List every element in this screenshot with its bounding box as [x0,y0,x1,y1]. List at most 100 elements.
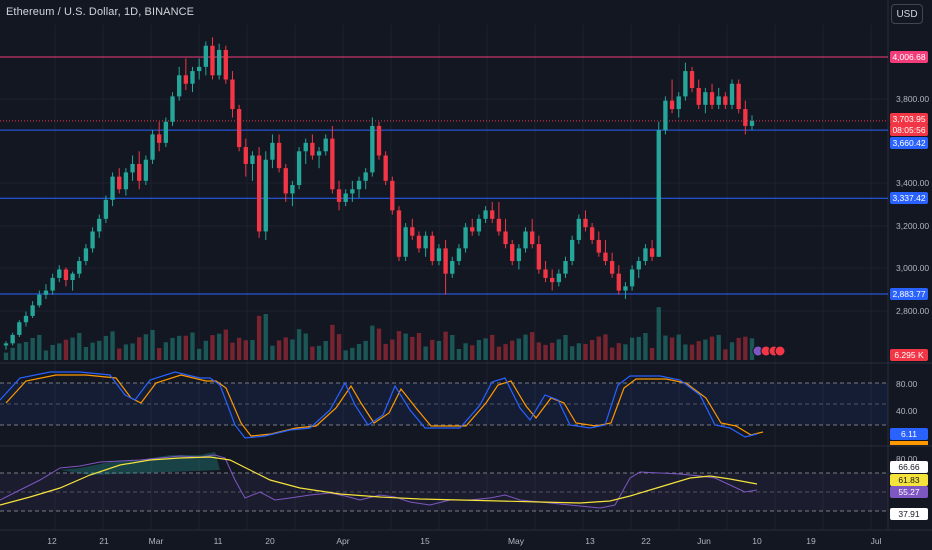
candle-body [183,75,189,84]
volume-bar [629,337,635,360]
time-axis-tick: Mar [149,536,164,546]
candle-body [383,155,388,181]
candle-body [623,286,628,291]
candle-body [190,71,195,84]
time-axis-tick: Apr [336,536,349,546]
price-axis-tick: 3,200.00 [896,221,929,231]
candle-body [137,163,142,181]
volume-bar [450,335,455,360]
volume-bar [523,334,528,360]
axis-label-bg [890,486,928,498]
rsi-axis-tick: 80.00 [896,454,918,464]
volume-bar [696,341,701,360]
candle-body [97,218,102,232]
candle-body [356,180,362,190]
volume-value: 6.295 K [894,350,924,360]
candle-body [150,134,155,160]
candle-body [10,334,15,344]
volume-bar [709,336,715,360]
event-marker-icon [774,345,786,357]
level-3660-label: 3,660.42 [890,137,928,149]
candle-body [530,231,535,245]
candle-body [643,248,648,262]
volume-bar [163,342,169,360]
candle-body [430,235,435,262]
axis-label-bg [890,51,928,63]
candle-body [550,277,555,283]
candle-body [563,261,568,274]
volume-bar [636,336,641,360]
candle-body [503,231,508,245]
volume-bar [43,350,49,360]
candle-body [170,96,175,122]
stoch-k-line [0,371,758,439]
volume-bar [430,339,435,360]
candle-body [70,273,75,281]
volume-bar [183,335,189,360]
volume-value-label: 6.295 K [890,349,928,361]
volume-bar [296,329,302,360]
volume-bar [436,341,442,360]
volume-bar [443,331,448,360]
time-axis-tick: 21 [99,536,109,546]
candle-body [323,138,328,152]
volume-bar [530,332,535,360]
price-axis-tick: 3,000.00 [896,263,929,273]
candle-body [157,134,162,143]
candle-body [250,155,255,164]
time-axis-tick: 19 [806,536,816,546]
volume-bar [323,341,328,360]
volume-bar [50,345,55,360]
volume-bar [263,314,268,360]
candle-body [110,176,115,200]
time-axis-tick: Jun [697,536,711,546]
volume-bar [290,339,295,360]
rsi-lower-value: 37.91 [898,509,920,519]
volume-bar [117,348,122,360]
candle-body [616,273,621,291]
candle-body [476,218,482,232]
volume-bar [103,335,109,360]
volume-bar [110,331,115,360]
volume-bar [363,340,368,360]
symbol-header: Ethereum / U.S. Dollar, 1D, BINANCE [6,6,195,18]
rsi-upper-value: 66.66 [898,462,920,472]
time-axis-tick: 20 [265,536,275,546]
volume-bar [57,343,62,360]
volume-bar [350,347,355,360]
volume-bar [137,337,142,360]
volume-bar [736,337,741,360]
volume-bar [97,340,102,360]
candle-body [283,168,288,194]
stoch-d-line [5,374,764,437]
candle-body [689,71,695,88]
volume-bar [243,340,248,360]
time-axis-tick: 11 [214,536,223,546]
volume-bar [643,333,648,360]
volume-bar [743,336,748,360]
price-axis-tick: 3,400.00 [896,178,929,188]
volume-bar [316,345,322,360]
candle-body [396,210,402,257]
volume-bar [683,344,688,360]
volume-bar [669,337,675,360]
level-2883-label: 2,883.77 [890,288,928,300]
volume-bar [609,347,615,360]
candle-body [450,261,455,274]
volume-bar [649,347,655,360]
volume-bar [416,333,422,360]
candle-body [443,248,448,274]
candle-body [470,227,475,232]
candle-body [210,45,215,76]
time-axis-tick: Jul [871,536,882,546]
volume-bar [250,340,255,360]
candle-body [263,159,268,232]
volume-bar [423,346,428,360]
currency-button[interactable]: USD [891,4,923,24]
countdown: 08:05:56 [892,125,925,135]
rsi-overbought-fill [60,452,220,475]
candle-body [143,159,149,181]
volume-bar [23,342,29,360]
